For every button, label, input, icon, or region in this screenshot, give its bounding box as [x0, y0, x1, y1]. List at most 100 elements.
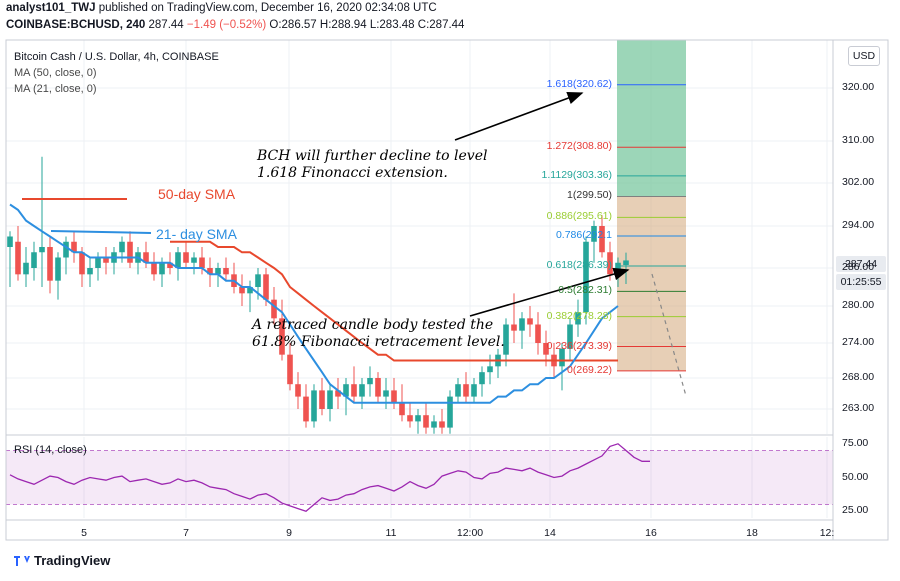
publish-info: analyst101_TWJ published on TradingView.…	[6, 2, 437, 14]
price-axis-tick: 286.00	[842, 261, 875, 273]
fib-retracement-zone	[617, 196, 686, 371]
candle-down	[463, 384, 469, 397]
fib-level-label: 1.1129(303.36)	[541, 168, 612, 181]
price-axis-tick: 263.00	[842, 402, 875, 414]
candle-down	[207, 268, 213, 275]
currency-button[interactable]: USD	[848, 46, 880, 66]
candle-up	[119, 241, 125, 253]
author-name[interactable]: analyst101_TWJ	[6, 2, 96, 14]
time-axis-tick: 9	[286, 527, 292, 539]
candle-down	[151, 262, 157, 275]
candle-up	[367, 378, 373, 385]
fib-level-label: 0.786(292.1	[555, 228, 612, 241]
time-axis-tick: 18	[746, 527, 758, 539]
candle-up	[479, 372, 485, 385]
candle-down	[271, 299, 277, 319]
chart-border	[5, 39, 889, 541]
price-axis-tick: 274.00	[842, 336, 875, 348]
projection-line	[651, 273, 687, 397]
price-axis-tick: 310.00	[842, 134, 875, 146]
candle-down	[287, 354, 293, 385]
fib-level-label: 0.618(286.39)	[546, 258, 612, 271]
candle-up	[63, 241, 69, 258]
candle-up	[383, 390, 389, 397]
candle-down	[199, 257, 205, 268]
candle-up	[471, 384, 477, 397]
candle-up	[327, 390, 333, 409]
candle-down	[407, 415, 413, 422]
candle-up	[247, 287, 253, 294]
candle-down	[607, 252, 613, 275]
publish-date: published on TradingView.com, December 1…	[98, 2, 437, 14]
candle-down	[543, 343, 549, 355]
time-axis-tick: 12:	[819, 527, 835, 539]
ohlc-header: COINBASE:BCHUSD, 240 287.44 −1.49 (−0.52…	[6, 19, 464, 31]
candle-up	[591, 226, 597, 242]
candle-up	[7, 236, 13, 247]
candle-down	[335, 390, 341, 397]
candle-down	[511, 324, 517, 331]
candle-up	[455, 384, 461, 397]
rsi-axis-tick: 25.00	[842, 504, 869, 517]
candle-down	[167, 262, 173, 268]
retrace-annotation-line2: 61.8% Fibonacci retracement level.	[252, 334, 505, 350]
candle-down	[527, 318, 533, 325]
candle-up	[191, 257, 197, 263]
fib-level-label: 1.272(308.80)	[546, 140, 612, 153]
candle-up	[359, 384, 365, 397]
time-axis-tick: 16	[645, 527, 657, 539]
candle-down	[391, 390, 397, 403]
candle-down	[79, 252, 85, 275]
retrace-annotation-line1: A retraced candle body tested the	[252, 317, 494, 333]
fib-level-label: 0.886(295.61)	[546, 210, 612, 223]
candle-down	[47, 247, 53, 281]
fib-level-label: 1(299.50)	[567, 189, 612, 202]
retrace-arrow	[469, 267, 630, 317]
candle-up	[95, 257, 101, 268]
symbol-label: COINBASE:BCHUSD, 240	[6, 19, 146, 31]
candle-up	[55, 257, 61, 281]
rsi-axis-tick: 75.00	[842, 436, 869, 449]
candle-down	[223, 268, 229, 275]
close-value: C:287.44	[417, 19, 465, 31]
sma21-annotation: 21- day SMA	[156, 226, 237, 242]
time-axis-tick: 5	[81, 527, 87, 539]
candle-down	[239, 287, 245, 294]
tradingview-logo[interactable]: TradingView	[14, 553, 110, 568]
candle-up	[503, 324, 509, 355]
rsi-band	[6, 450, 833, 505]
time-axis-tick: 14	[544, 527, 556, 539]
ma50-legend[interactable]: MA (50, close, 0)	[14, 67, 97, 79]
candle-up	[215, 268, 221, 275]
candle-up	[415, 415, 421, 422]
candle-up	[311, 390, 317, 422]
ma50-line	[170, 240, 618, 362]
candle-up	[39, 247, 45, 253]
rsi-legend[interactable]: RSI (14, close)	[14, 444, 87, 456]
candle-up	[23, 262, 29, 275]
price-axis-tick: 320.00	[842, 81, 875, 93]
fib-level-label: 0.236(273.39)	[546, 339, 612, 352]
candle-up	[431, 421, 437, 428]
candle-up	[567, 324, 573, 349]
rsi-line	[9, 443, 650, 513]
candle-down	[351, 384, 357, 397]
candle-up	[623, 260, 629, 266]
ma21-legend[interactable]: MA (21, close, 0)	[14, 83, 97, 95]
decline-annotation-line2: 1.618 Finonacci extension.	[257, 165, 448, 181]
decline-arrow	[454, 91, 584, 141]
time-axis-tick: 12:00	[456, 527, 484, 539]
candle-up	[175, 252, 181, 268]
candle-down	[423, 415, 429, 428]
candle-up	[255, 274, 261, 287]
candle-up	[87, 268, 93, 275]
candle-down	[143, 252, 149, 263]
price-axis-tick: 268.00	[842, 371, 875, 383]
last-price-tag: 287.44	[836, 256, 886, 272]
ma21-line	[9, 203, 619, 404]
candle-up	[31, 252, 37, 268]
fib-level-label: 0.5(282.31)	[558, 284, 612, 297]
fib-level-label: 0.382(278.28)	[546, 309, 612, 322]
fib-level-label: 0(269.22)	[567, 363, 612, 376]
